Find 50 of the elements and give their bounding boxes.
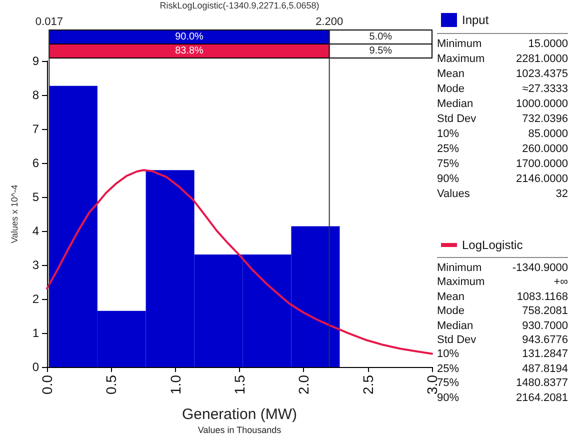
- text: Std Dev 732.0396: [437, 113, 568, 125]
- text: Mode 758.2081: [437, 305, 568, 318]
- text: Mean 1083.1168: [437, 290, 568, 303]
- text: 90.0%: [175, 32, 204, 42]
- text: 10% 85.0000: [437, 128, 568, 140]
- text: Values in Thousands: [198, 425, 282, 435]
- y-tick-label: 8: [32, 88, 40, 102]
- y-tick-label: 1: [32, 326, 40, 340]
- y-tick-label: 3: [32, 258, 40, 272]
- text: Values 32: [437, 188, 568, 200]
- text: Maximum +∞: [437, 276, 568, 288]
- text: Mean 1023.4375: [437, 68, 568, 80]
- y-tick-label: 2: [32, 292, 40, 306]
- text: 9.5%: [369, 46, 392, 56]
- y-tick-label: 6: [32, 156, 40, 170]
- x-axis-title: Generation (MW): [182, 406, 298, 423]
- ref-line-label: 0.017: [35, 16, 63, 28]
- text: 90% 2164.2081: [437, 392, 568, 404]
- x-tick-label: 2.5: [360, 374, 376, 394]
- ref-line-label: 2.200: [316, 16, 344, 28]
- x-tick-label: 0.5: [103, 374, 120, 394]
- text: Minimum 15.0000: [437, 38, 568, 50]
- text: 25% 260.0000: [437, 143, 568, 155]
- line-series: [46, 169, 433, 355]
- text: 75% 1700.0000: [437, 158, 568, 170]
- y-tick-label: 0: [32, 360, 40, 374]
- text: Mode ≈27.3333: [437, 83, 568, 95]
- y-tick-label: 7: [32, 122, 40, 136]
- text: 90% 2146.0000: [437, 173, 568, 185]
- y-tick-label: 9: [32, 54, 40, 68]
- legend-label: LogLogistic: [462, 238, 523, 252]
- x-tick-label: 0.0: [39, 374, 55, 394]
- y-tick-label: 5: [32, 190, 40, 204]
- chart-title: RiskLogLogistic(-1340.9,2271.6,5.0658): [160, 0, 320, 10]
- text: Median 930.7000: [437, 320, 568, 332]
- x-tick-label: 1.5: [232, 374, 248, 394]
- text: 10% 131.2847: [437, 348, 568, 360]
- text: Maximum 2281.0000: [437, 53, 568, 65]
- text: Minimum -1340.9000: [437, 262, 568, 274]
- x-tick-label: 1.0: [167, 374, 184, 394]
- legend-label: Input: [462, 13, 490, 27]
- y-axis-title: Values x 10^-4: [10, 184, 20, 244]
- text: 5.0%: [369, 32, 392, 42]
- x-tick-label: 2.0: [296, 374, 312, 394]
- text: Median 1000.0000: [437, 98, 568, 110]
- text: 25% 487.8194: [437, 362, 568, 375]
- text: 75% 1480.8377: [437, 377, 568, 390]
- text: Std Dev 943.6776: [437, 334, 568, 346]
- y-tick-label: 4: [32, 224, 40, 238]
- text: 83.8%: [175, 46, 204, 56]
